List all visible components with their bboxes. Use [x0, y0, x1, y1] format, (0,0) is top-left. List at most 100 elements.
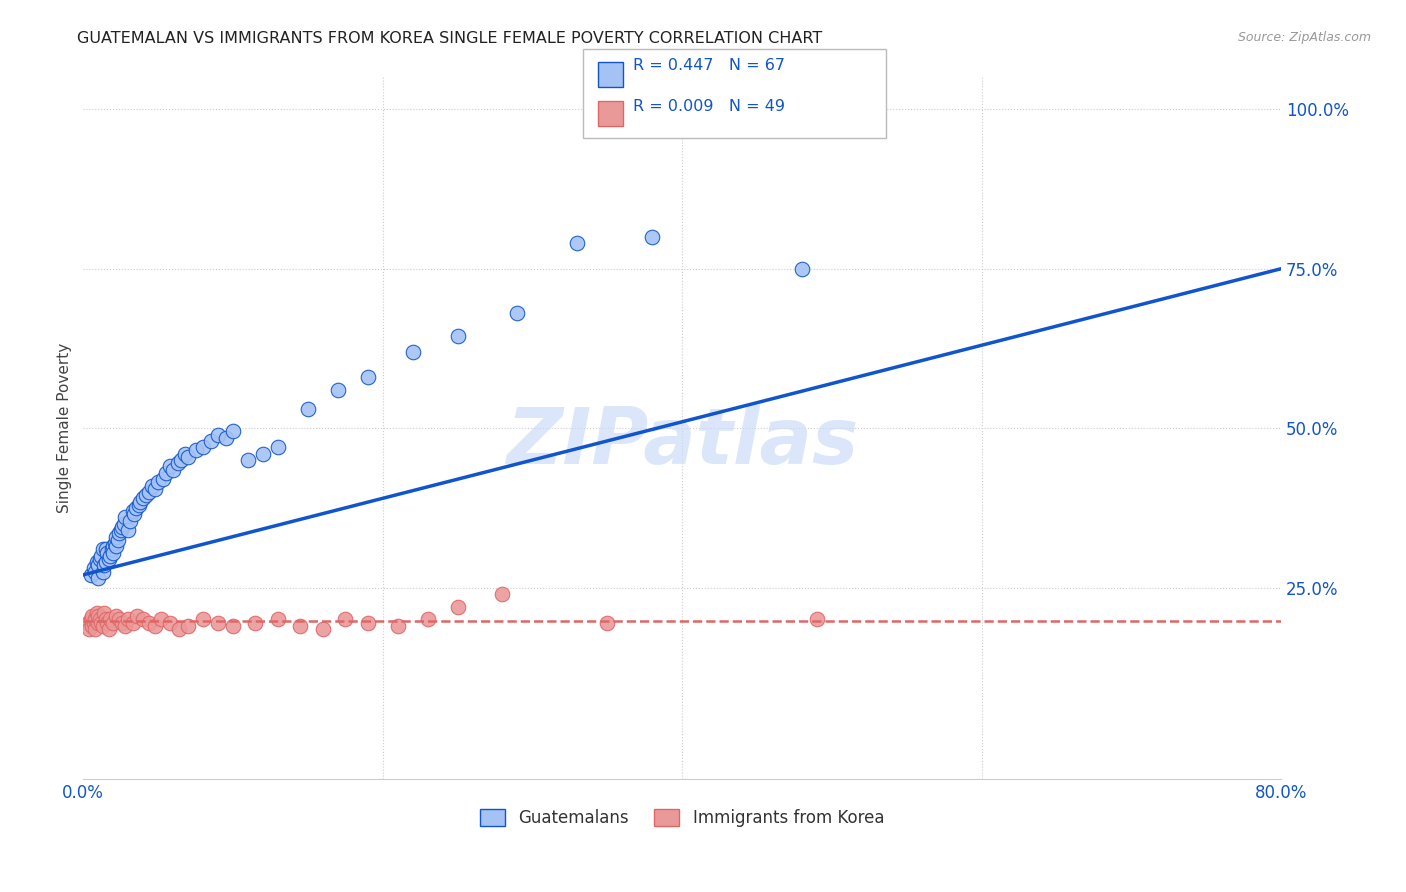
Point — [105, 530, 128, 544]
Point — [103, 545, 125, 559]
Point — [806, 612, 828, 626]
Point — [222, 425, 245, 439]
Point — [77, 622, 100, 636]
Point — [117, 612, 139, 626]
Point — [135, 488, 157, 502]
Point — [111, 520, 134, 534]
Point — [84, 612, 107, 626]
Point — [132, 612, 155, 626]
Point — [416, 612, 439, 626]
Point — [267, 612, 290, 626]
Point — [641, 230, 664, 244]
Point — [112, 516, 135, 531]
Point — [297, 402, 319, 417]
Point — [80, 567, 103, 582]
Point — [125, 500, 148, 515]
Point — [446, 328, 468, 343]
Point — [110, 523, 132, 537]
Point — [91, 619, 114, 633]
Point — [506, 306, 529, 320]
Text: R = 0.009   N = 49: R = 0.009 N = 49 — [633, 99, 785, 113]
Point — [108, 526, 131, 541]
Point — [87, 571, 110, 585]
Point — [166, 456, 188, 470]
Point — [790, 261, 813, 276]
Point — [105, 609, 128, 624]
Point — [104, 536, 127, 550]
Point — [76, 615, 98, 630]
Point — [200, 434, 222, 448]
Point — [84, 622, 107, 636]
Point — [87, 609, 110, 624]
Legend: Guatemalans, Immigrants from Korea: Guatemalans, Immigrants from Korea — [474, 802, 890, 834]
Point — [446, 599, 468, 614]
Point — [290, 619, 312, 633]
Point — [138, 485, 160, 500]
Point — [98, 549, 121, 563]
Point — [143, 482, 166, 496]
Point — [96, 615, 118, 630]
Point — [312, 622, 335, 636]
Point — [191, 440, 214, 454]
Point — [214, 431, 236, 445]
Point — [94, 542, 117, 557]
Text: Source: ZipAtlas.com: Source: ZipAtlas.com — [1237, 31, 1371, 45]
Point — [108, 612, 131, 626]
Point — [100, 542, 122, 557]
Point — [86, 555, 108, 569]
Point — [141, 478, 163, 492]
Point — [97, 552, 120, 566]
Point — [191, 612, 214, 626]
Point — [491, 587, 513, 601]
Point — [111, 615, 134, 630]
Point — [93, 606, 115, 620]
Y-axis label: Single Female Poverty: Single Female Poverty — [58, 343, 72, 513]
Point — [121, 615, 143, 630]
Point — [94, 555, 117, 569]
Point — [132, 491, 155, 506]
Point — [83, 561, 105, 575]
Point — [128, 498, 150, 512]
Point — [143, 619, 166, 633]
Point — [89, 612, 111, 626]
Point — [236, 453, 259, 467]
Point — [86, 606, 108, 620]
Point — [121, 504, 143, 518]
Point — [96, 545, 118, 559]
Point — [177, 450, 200, 464]
Point — [87, 558, 110, 573]
Point — [150, 612, 173, 626]
Point — [146, 475, 169, 490]
Point — [222, 619, 245, 633]
Point — [105, 539, 128, 553]
Point — [162, 462, 184, 476]
Point — [98, 612, 121, 626]
Point — [117, 523, 139, 537]
Point — [326, 383, 349, 397]
Point — [114, 510, 136, 524]
Point — [169, 453, 191, 467]
Point — [401, 344, 423, 359]
Point — [82, 609, 104, 624]
Point — [177, 619, 200, 633]
Text: GUATEMALAN VS IMMIGRANTS FROM KOREA SINGLE FEMALE POVERTY CORRELATION CHART: GUATEMALAN VS IMMIGRANTS FROM KOREA SING… — [77, 31, 823, 46]
Point — [357, 370, 380, 384]
Point — [83, 615, 105, 630]
Point — [159, 459, 181, 474]
Point — [596, 615, 619, 630]
Point — [129, 494, 152, 508]
Point — [97, 622, 120, 636]
Point — [122, 508, 145, 522]
Point — [184, 443, 207, 458]
Point — [103, 539, 125, 553]
Point — [155, 466, 177, 480]
Point — [174, 447, 197, 461]
Point — [93, 558, 115, 573]
Point — [118, 514, 141, 528]
Point — [90, 549, 112, 563]
Point — [357, 615, 380, 630]
Point — [103, 615, 125, 630]
Point — [152, 472, 174, 486]
Point — [207, 615, 229, 630]
Text: ZIPatlas: ZIPatlas — [506, 404, 858, 480]
